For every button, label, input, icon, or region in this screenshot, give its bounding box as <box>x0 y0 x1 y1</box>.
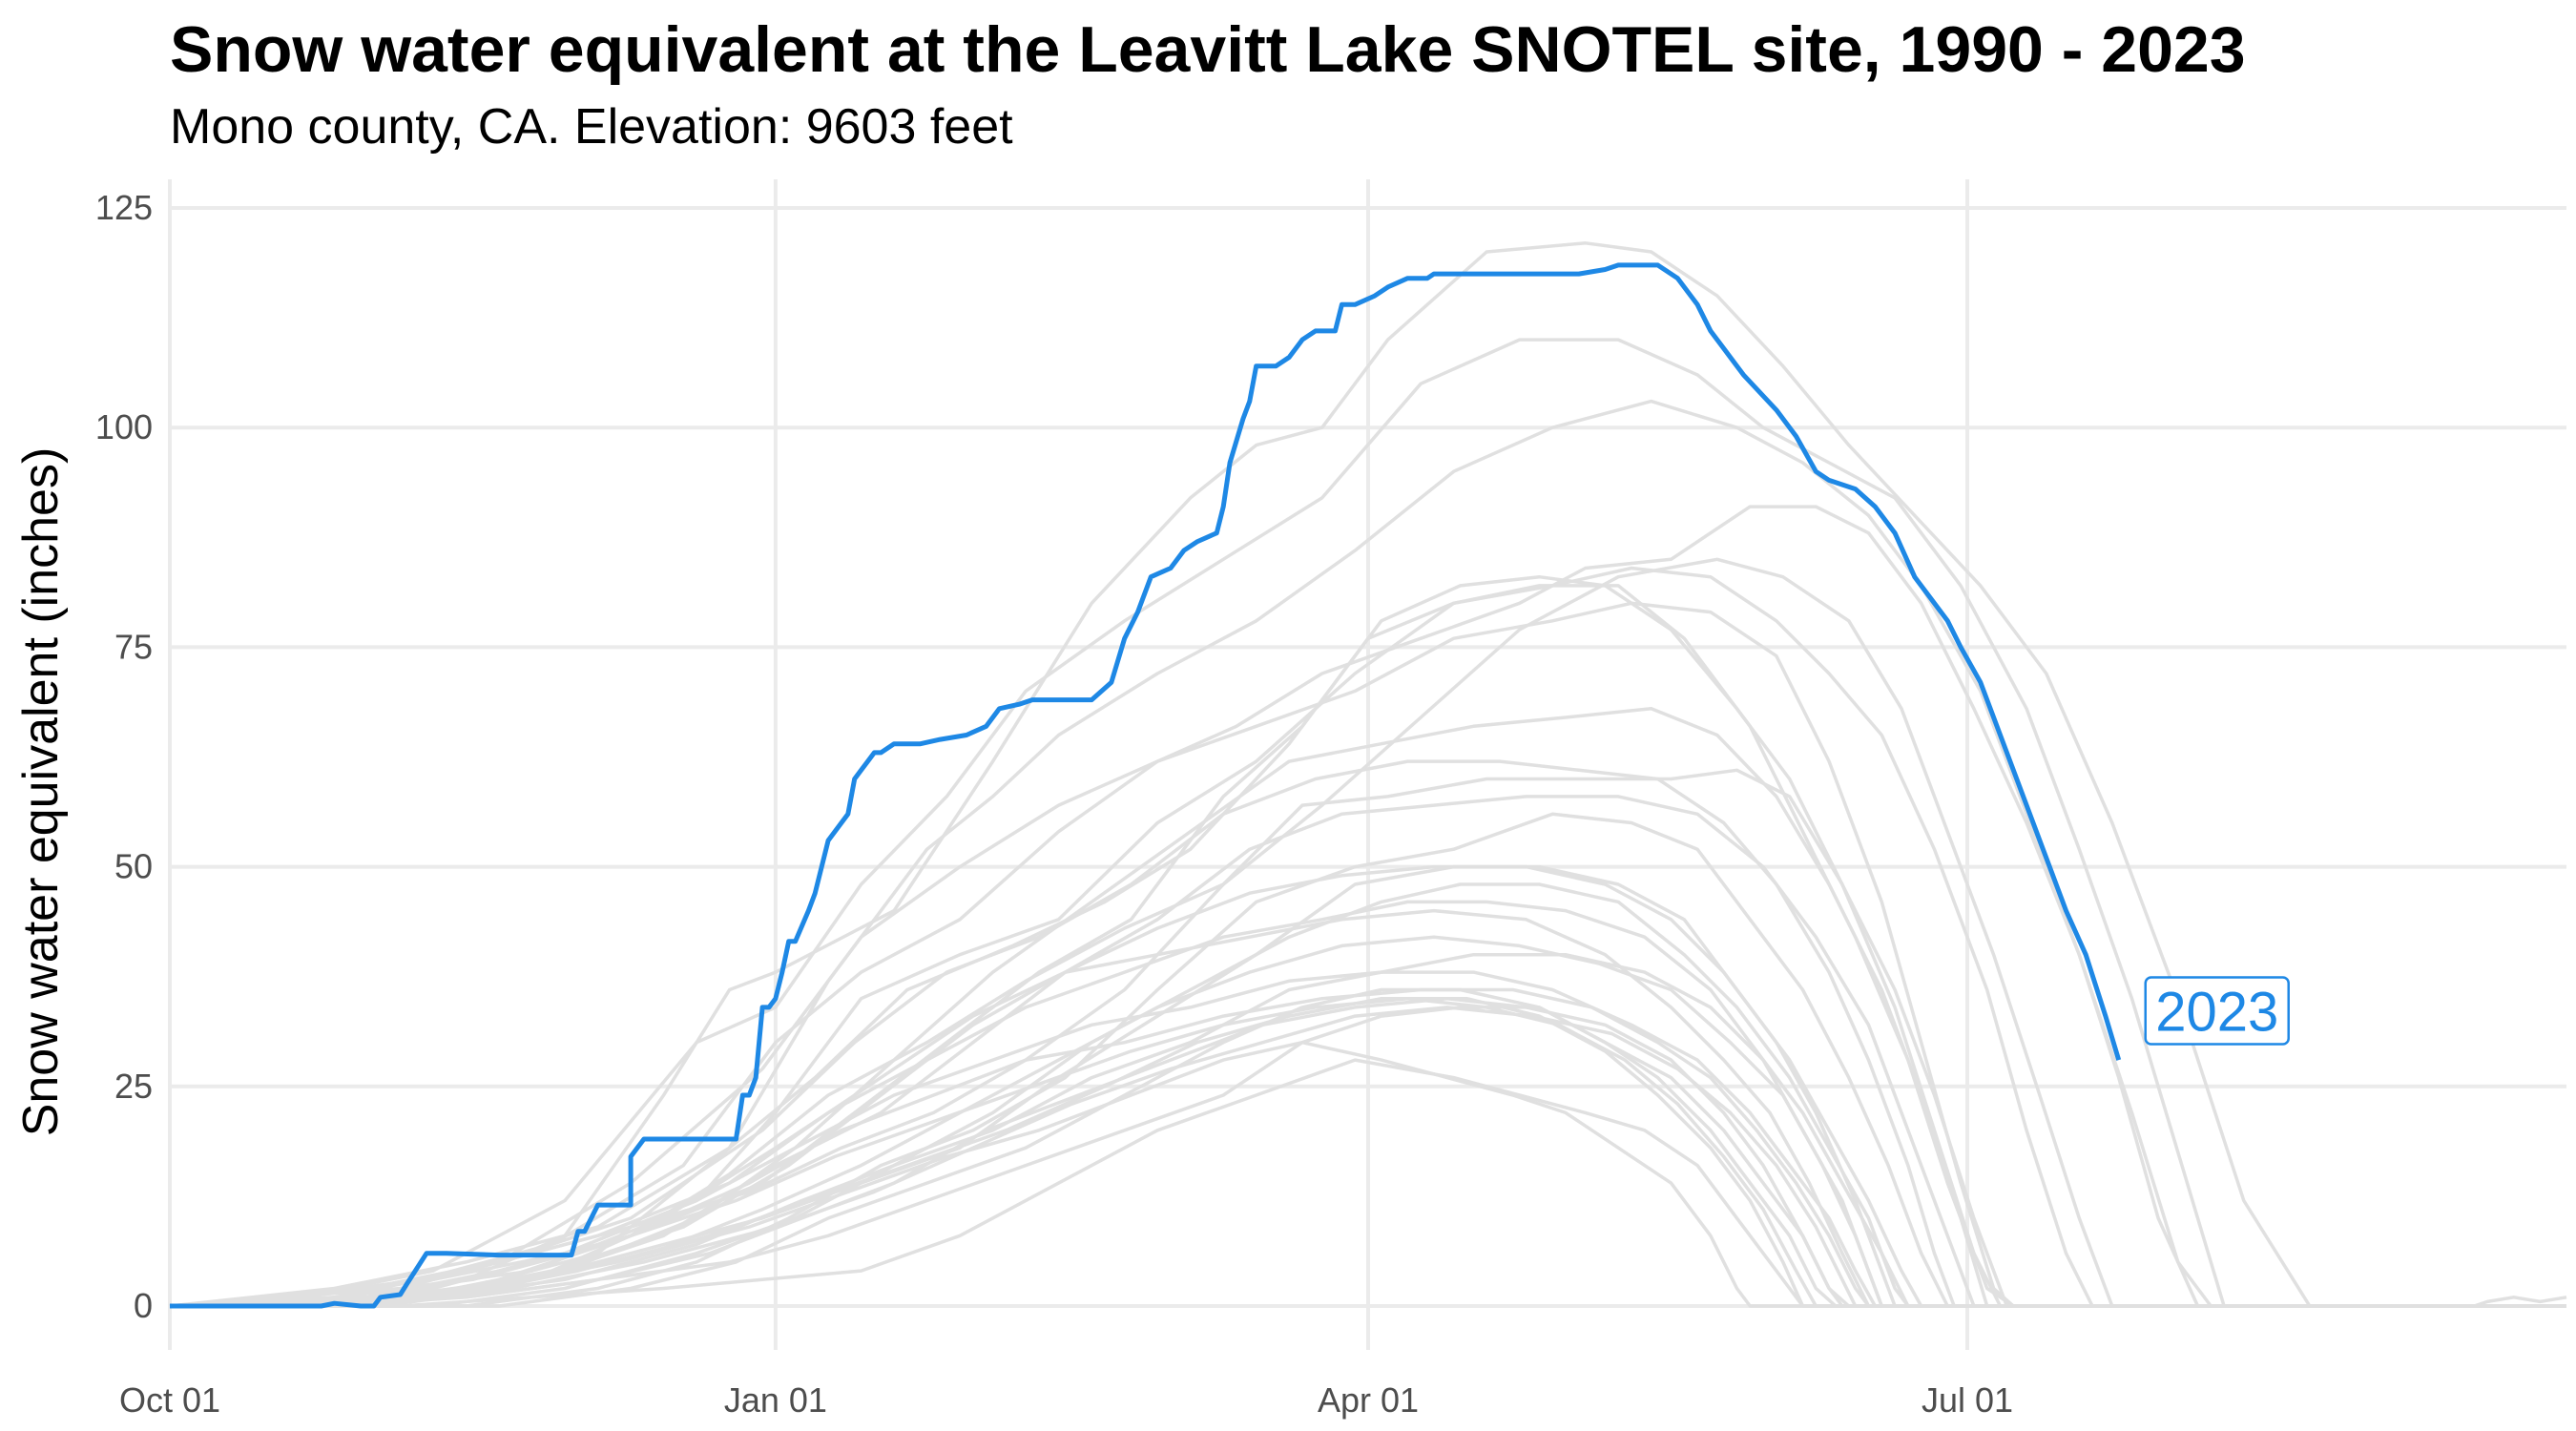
background-year-line <box>169 759 2566 1308</box>
background-year-line <box>170 996 2566 1308</box>
y-tick-label: 0 <box>134 1286 153 1325</box>
background-year-line <box>169 908 2566 1308</box>
background-year-line <box>169 970 2566 1308</box>
y-tick-label: 75 <box>114 627 153 666</box>
chart-title: Snow water equivalent at the Leavitt Lak… <box>170 13 2246 86</box>
background-year-line <box>170 1006 2566 1308</box>
background-year-line <box>169 338 2566 1308</box>
y-tick-labels: 0 25 50 75 100 125 <box>95 188 153 1325</box>
background-year-line <box>170 987 2566 1308</box>
background-year-line <box>169 935 2566 1308</box>
highlight-year-line <box>170 262 2122 1309</box>
background-year-line <box>169 601 2566 1308</box>
highlight-label: 2023 <box>2155 982 2278 1044</box>
x-tick-labels: Oct 01 Jan 01 Apr 01 Jul 01 <box>119 1380 2013 1420</box>
background-year-line <box>169 864 2566 1308</box>
background-year-line <box>169 996 2566 1308</box>
x-gridlines <box>168 179 1969 1350</box>
background-year-line <box>170 1006 2566 1308</box>
background-year-line <box>169 987 2566 1308</box>
y-gridlines <box>170 206 2566 1308</box>
x-tick-label: Jul 01 <box>1922 1380 2013 1420</box>
late-season-line <box>2342 1296 2567 1308</box>
background-year-line <box>169 795 2566 1308</box>
highlight-label-box <box>2144 976 2290 1046</box>
y-tick-label: 50 <box>114 847 153 886</box>
background-series <box>169 241 2567 1308</box>
highlight-series: 2023 <box>170 262 2290 1309</box>
y-tick-label: 25 <box>114 1067 153 1106</box>
background-year-line <box>169 996 2566 1308</box>
background-year-line <box>169 768 2566 1308</box>
background-year-line <box>170 1058 2566 1308</box>
y-axis-title: Snow water equivalent (inches) <box>13 447 69 1137</box>
y-tick-label: 100 <box>95 407 153 446</box>
chart-subtitle: Mono county, CA. Elevation: 9603 feet <box>170 99 1013 155</box>
x-tick-label: Jan 01 <box>724 1380 827 1420</box>
y-tick-label: 125 <box>95 188 153 227</box>
x-tick-label: Oct 01 <box>119 1380 220 1420</box>
x-tick-label: Apr 01 <box>1318 1380 1419 1420</box>
